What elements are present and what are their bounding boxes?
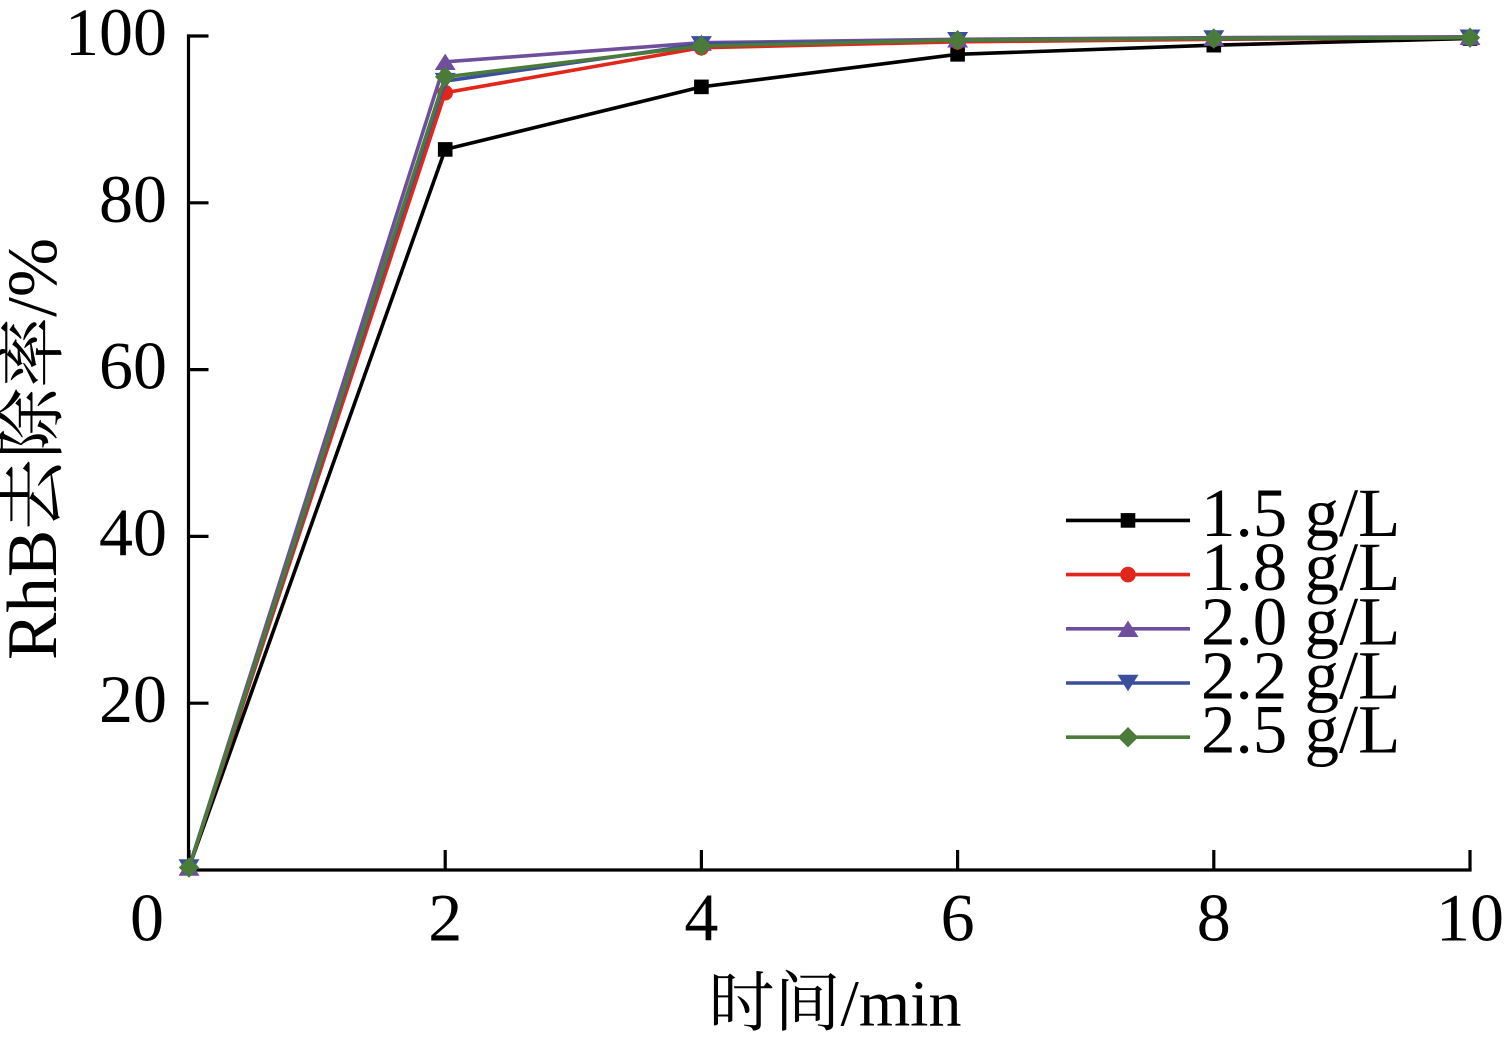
legend-marker xyxy=(1120,513,1136,528)
y-tick-label: 40 xyxy=(99,494,167,570)
legend-marker xyxy=(1120,566,1136,583)
series-marker xyxy=(950,47,965,62)
x-tick-label: 8 xyxy=(1197,880,1231,956)
legend-entry: 2.0 g/L xyxy=(1066,583,1400,659)
legend-marker xyxy=(1117,674,1139,692)
series-marker xyxy=(434,53,456,71)
y-tick-label: 60 xyxy=(99,328,167,404)
series-2-5-g-L xyxy=(178,27,1481,878)
y-tick-label: 100 xyxy=(65,0,167,70)
axes: 0 2 4 6 8 10 20 40 60 80 100 xyxy=(65,0,1504,956)
legend-entry: 2.5 g/L xyxy=(1066,692,1400,768)
series-line xyxy=(187,36,1471,869)
x-tick-label: 4 xyxy=(684,880,718,956)
legend: 1.5 g/L1.8 g/L2.0 g/L2.2 g/L2.5 g/L xyxy=(1066,475,1400,768)
series-marker xyxy=(1459,27,1481,48)
legend-marker xyxy=(1117,620,1139,637)
y-tick-label: 80 xyxy=(99,161,167,237)
x-tick-label: 6 xyxy=(941,880,975,956)
y-axis-title-text: RhB xyxy=(0,530,72,660)
series-marker xyxy=(1203,28,1224,49)
x-tick-label: 2 xyxy=(428,880,462,956)
legend-label: 1.5 g/L xyxy=(1201,475,1400,551)
x-tick-label: 10 xyxy=(1436,880,1504,956)
series-line xyxy=(187,35,1471,869)
legend-label: 2.5 g/L xyxy=(1201,692,1400,768)
legend-entry: 2.2 g/L xyxy=(1066,638,1400,714)
legend-entry: 1.5 g/L xyxy=(1066,475,1400,551)
legend-marker xyxy=(1117,727,1139,748)
x-tick-label: 0 xyxy=(130,880,164,956)
series-marker xyxy=(435,66,456,88)
y-axis-title-group: RhB /% xyxy=(0,238,72,660)
series-marker xyxy=(947,29,968,51)
legend-entry: 1.8 g/L xyxy=(1066,529,1400,605)
x-axis-title: /min xyxy=(713,968,962,1041)
y-axis-title: RhB /% xyxy=(0,238,72,660)
legend-label: 2.0 g/L xyxy=(1201,583,1400,659)
y-axis-title-text: /% xyxy=(0,238,72,317)
legend-label: 2.2 g/L xyxy=(1201,638,1400,714)
y-tick-label: 20 xyxy=(99,661,167,737)
legend-label: 1.8 g/L xyxy=(1201,529,1400,605)
series-marker xyxy=(437,142,453,157)
series-marker xyxy=(178,857,200,878)
series-marker xyxy=(691,35,712,57)
x-axis-title-text: /min xyxy=(840,968,961,1041)
series-marker xyxy=(694,79,709,95)
